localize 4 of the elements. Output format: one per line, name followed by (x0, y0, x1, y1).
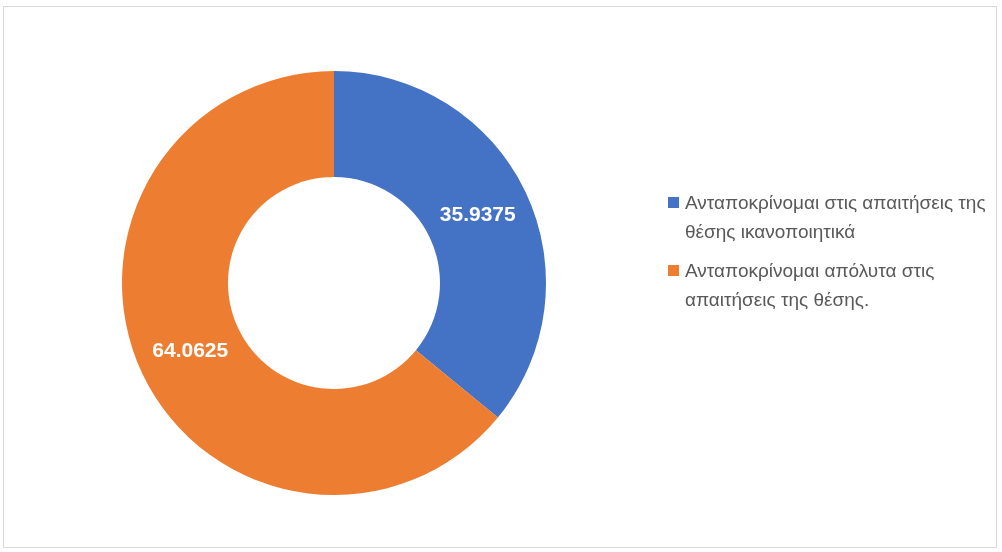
legend-label: Ανταποκρίνομαι στις απαιτήσεις της θέσης ικανοποιητικά (685, 191, 987, 244)
data-label: 35.9375 (439, 201, 516, 225)
legend-label: Ανταποκρίνομαι απόλυτα στις απαιτήσεις της θέσης. (685, 259, 936, 312)
data-label: 64.0625 (152, 337, 229, 361)
